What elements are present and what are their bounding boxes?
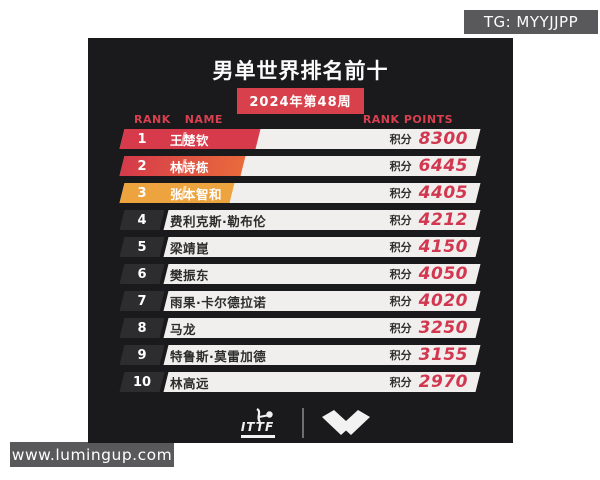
table-row: 9 特鲁斯·莫雷加德 积分 3155 [119,345,481,365]
footer-logos: ITTF [88,403,513,443]
table-row: 7 雨果·卡尔德拉诺 积分 4020 [119,291,481,311]
table-row: 4 费利克斯·勒布伦 积分 4212 [119,210,481,230]
player-name: 梁靖崑 [170,240,210,256]
logo-divider [301,408,304,438]
week-badge-wrap: 2024年第48周 [88,88,513,114]
rank-number: 2 [137,158,147,174]
table-row: 6 樊振东 积分 4050 [119,264,481,284]
table-row: 1 王楚钦 积分 8300 [119,129,481,149]
table-row: 3 张本智和 积分 4405 [119,183,481,203]
rank-number: 9 [137,347,147,363]
rank-number: 3 [137,185,147,201]
points-value: 3155 [418,345,468,365]
points-label: 积分 [389,349,412,362]
points-label: 积分 [389,187,412,200]
rank-number: 5 [137,239,147,255]
victor-wing-logo [321,410,370,436]
points-value: 8300 [418,129,468,149]
ittf-wordmark: ITTF [240,420,275,434]
page-title: 男单世界排名前十 [212,59,389,83]
points-label: 积分 [389,133,412,146]
player-name: 雨果·卡尔德拉诺 [170,294,267,310]
table-row: 8 马龙 积分 3250 [119,318,481,338]
table-row: 5 梁靖崑 积分 4150 [119,237,481,257]
site-watermark-badge: www.lumingup.com [10,442,174,467]
ranking-rows: 1 王楚钦 积分 8300 2 林诗栋 积分 6445 [119,129,481,399]
points-value: 6445 [418,156,468,176]
week-badge: 2024年第48周 [237,88,364,114]
rank-number: 4 [137,212,147,228]
points-value: 4405 [418,183,468,203]
table-row: 10 林高远 积分 2970 [119,372,481,392]
points-value: 4020 [418,291,468,311]
player-name: 王楚钦 [170,132,210,148]
points-value: 4150 [418,237,468,257]
table-row: 2 林诗栋 积分 6445 [119,156,481,176]
ittf-logo: ITTF [232,408,284,438]
player-name: 马龙 [170,321,197,337]
player-name: 樊振东 [170,267,210,283]
player-name: 林高远 [170,375,210,391]
tg-watermark-badge: TG: MYYJJPP [464,10,598,34]
points-label: 积分 [389,322,412,335]
points-value: 2970 [418,372,468,392]
rank-number: 6 [137,266,147,282]
header-name: NAME [184,112,223,126]
rank-number: 1 [137,131,147,147]
points-value: 4050 [418,264,468,284]
player-name: 费利克斯·勒布伦 [170,213,267,229]
points-label: 积分 [389,295,412,308]
player-name: 林诗栋 [170,159,210,175]
ranking-card: 男单世界排名前十 2024年第48周 RANK NAME RANK POINTS… [88,38,513,443]
points-label: 积分 [389,241,412,254]
points-label: 积分 [389,160,412,173]
ittf-underline [240,435,275,438]
player-name: 张本智和 [170,186,223,202]
points-label: 积分 [389,268,412,281]
victor-wing-icon [321,410,370,435]
points-value: 4212 [418,210,468,230]
header-rank-points: RANK POINTS [362,112,453,126]
player-name: 特鲁斯·莫雷加德 [170,348,267,364]
header-rank: RANK [134,112,171,126]
ittf-player-icon [255,408,273,423]
rank-number: 10 [132,374,152,390]
points-label: 积分 [389,376,412,389]
points-value: 3250 [418,318,468,338]
rank-number: 7 [137,293,147,309]
table-header: RANK NAME RANK POINTS [122,112,478,126]
points-label: 积分 [389,214,412,227]
rank-number: 8 [137,320,147,336]
